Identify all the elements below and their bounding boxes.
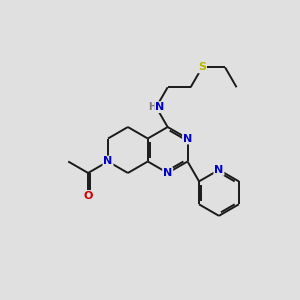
Text: N: N (155, 102, 165, 112)
Text: H: H (148, 102, 156, 112)
Text: N: N (214, 165, 224, 175)
Text: N: N (183, 134, 192, 143)
Text: N: N (103, 157, 112, 166)
Text: O: O (83, 191, 93, 201)
Text: S: S (198, 62, 206, 72)
Text: N: N (163, 168, 172, 178)
